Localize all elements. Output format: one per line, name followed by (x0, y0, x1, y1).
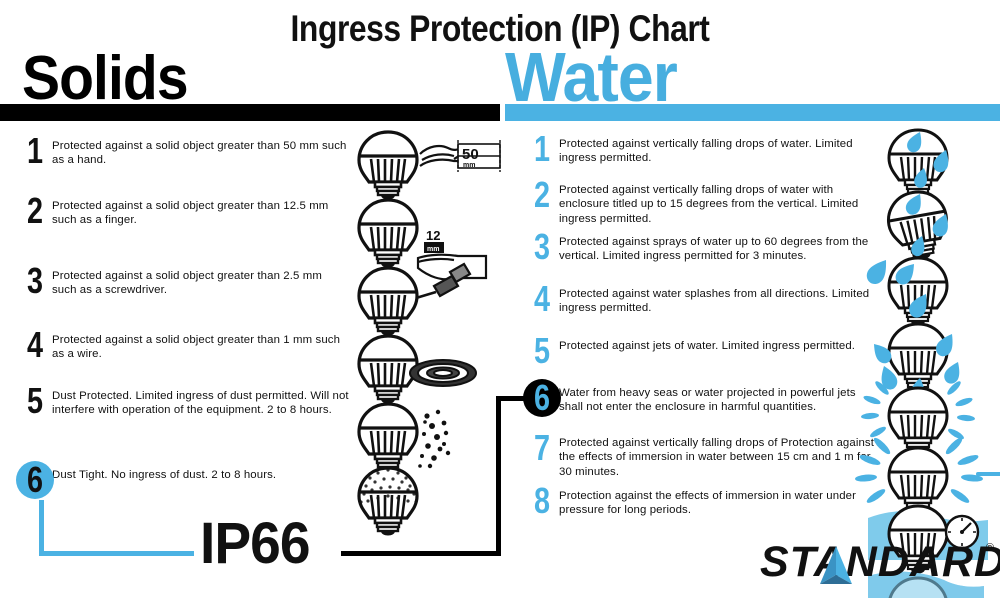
standard-logo: STANDARD ® (760, 540, 1000, 588)
solids-item-text: Dust Tight. No ingress of dust. 2 to 8 h… (52, 469, 277, 481)
list-item: 7 Protected against vertically falling d… (525, 427, 883, 479)
solids-item-text: Protected against a solid object greater… (52, 270, 322, 297)
connector-black-vertical (496, 396, 501, 556)
water-column: 1 Protected against vertically falling d… (505, 128, 1000, 521)
list-item: 8 Protection against the effects of imme… (525, 480, 877, 521)
water-item-number: 3 (533, 226, 551, 267)
solids-divider-bar (0, 104, 500, 121)
label-12-unit: mm (427, 246, 439, 253)
jet-icon (861, 381, 975, 457)
connector-black-horizontal-bottom (341, 551, 501, 556)
solids-item-number: 3 (26, 260, 44, 301)
water-item-number: 2 (533, 174, 551, 215)
bulb-icon-5 (357, 402, 419, 474)
logo-triangle-icon (820, 546, 852, 584)
water-item-text: Protected against vertically falling dro… (559, 437, 875, 478)
solids-item-number: 2 (26, 190, 44, 231)
bulb-icon-2 (357, 198, 419, 270)
water-item-number: 1 (533, 128, 551, 169)
label-12: 12 (426, 228, 440, 243)
bulb-icon-3 (357, 266, 419, 338)
screwdriver-icon (415, 262, 472, 300)
timer-gauge-icon (944, 514, 980, 550)
solids-item-number: 1 (26, 130, 44, 171)
list-item: 5 Dust Protected. Limited ingress of dus… (18, 380, 353, 421)
water-item-number: 7 (533, 427, 551, 468)
label-50: 50 (462, 146, 479, 163)
solids-item-text: Protected against a solid object greater… (52, 200, 329, 227)
connector-black-horizontal-top (496, 396, 528, 401)
solids-heading: Solids (22, 44, 189, 113)
list-item: 6 Dust Tight. No ingress of dust. 2 to 8… (16, 459, 353, 500)
water-item-text: Water from heavy seas or water projected… (559, 387, 856, 414)
dust-covered-bulb-icon (357, 466, 419, 538)
drip-tilted-icon (882, 185, 955, 266)
list-item: 2 Protected against a solid object great… (18, 190, 348, 231)
list-item: 3 Protected against a solid object great… (18, 260, 348, 301)
water-item-number: 8 (533, 480, 551, 521)
water-item-text: Protected against vertically falling dro… (559, 184, 859, 225)
logo-wordmark: STANDARD (760, 538, 1000, 586)
ip-rating-callout: IP66 (200, 511, 311, 576)
water-artwork (855, 126, 1000, 598)
bulb-icon-4 (357, 334, 419, 406)
water-item-text: Protected against sprays of water up to … (559, 236, 869, 263)
water-heading: Water (505, 38, 678, 116)
dust-particles-icon (418, 409, 451, 469)
drip-icon (887, 128, 953, 199)
solids-highlight-circle (16, 461, 54, 499)
water-item-text: Protected against vertically falling dro… (559, 138, 853, 165)
connector-blue-horizontal (39, 551, 194, 556)
solids-item-text: Protected against a solid object greater… (52, 140, 347, 167)
logo-registered-mark: ® (985, 542, 994, 554)
list-item: 3 Protected against sprays of water up t… (525, 226, 885, 267)
list-item: 1 Protected against vertically falling d… (525, 128, 875, 169)
deep-immersion-icon (868, 571, 984, 598)
solids-column: 1 Protected against a solid object great… (0, 128, 505, 499)
hand-50mm-icon (419, 140, 501, 172)
water-item-text: Protected against water splashes from al… (559, 288, 870, 315)
solids-item-number: 6 (26, 459, 44, 500)
water-highlight-circle (523, 379, 561, 417)
solids-item-number: 5 (26, 380, 44, 421)
list-item: 6 Water from heavy seas or water project… (523, 377, 877, 418)
immersion-timer-icon (868, 504, 988, 575)
water-item-number: 5 (533, 330, 551, 371)
solids-item-text: Dust Protected. Limited ingress of dust … (52, 390, 349, 417)
solids-item-number: 4 (26, 324, 44, 365)
connector-blue-vertical (39, 500, 44, 556)
solids-item-text: Protected against a solid object greater… (52, 334, 341, 361)
water-item-text: Protection against the effects of immers… (559, 490, 857, 517)
list-item: 4 Protected against a solid object great… (18, 324, 348, 365)
bulb-icon-1 (357, 130, 419, 202)
page-title: Ingress Protection (IP) Chart (290, 8, 710, 49)
list-item: 2 Protected against vertically falling d… (525, 174, 883, 226)
powerful-jet-icon (855, 437, 1000, 517)
wire-coil-icon (409, 359, 477, 387)
list-item: 5 Protected against jets of water. Limit… (525, 330, 877, 371)
label-50-unit: mm (463, 162, 475, 169)
water-item-number: 6 (533, 377, 551, 418)
water-item-text: Protected against jets of water. Limited… (559, 340, 856, 352)
water-item-number: 4 (533, 278, 551, 319)
solids-artwork: 50 mm 12 mm (357, 126, 508, 538)
water-divider-bar (505, 104, 1000, 121)
list-item: 1 Protected against a solid object great… (18, 130, 348, 171)
list-item: 4 Protected against water splashes from … (525, 278, 877, 319)
